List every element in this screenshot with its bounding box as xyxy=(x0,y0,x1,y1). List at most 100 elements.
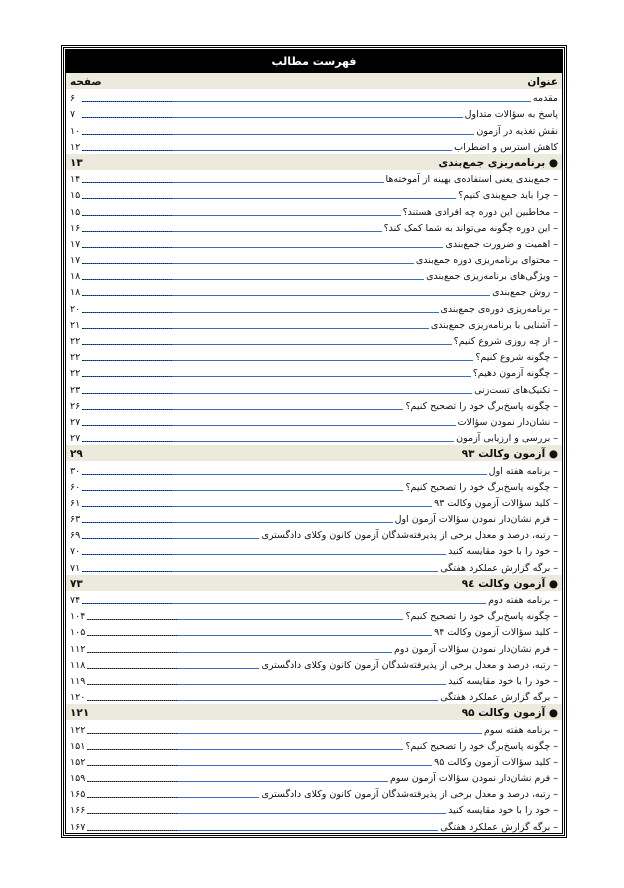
toc-entry-row[interactable]: – رتبه، درصد و معدل برخی از پذیرفته‌شدگا… xyxy=(66,656,562,672)
toc-entry-row[interactable]: – اهمیت و ضرورت جمع‌بندی ۱۷ xyxy=(66,235,562,251)
entry-page-number: ۱۷ xyxy=(70,238,81,250)
toc-entry-row[interactable]: – برنامه هفته دوم ۷۴ xyxy=(66,591,562,607)
dot-leader xyxy=(82,360,474,362)
toc-frame: فهرست مطالب عنوان صفحه مقدمه ۶ پاسخ به سؤا… xyxy=(61,45,567,838)
entry-page-number: ۱۱۹ xyxy=(70,675,86,687)
entry-page-number: ۶۰ xyxy=(70,481,81,493)
entry-title: – برگه گزارش عملکرد هفتگی xyxy=(440,562,558,574)
toc-entry-row[interactable]: – بررسی و ارزیابی آزمون ۲۷ xyxy=(66,429,562,445)
toc-entry-row[interactable]: – چگونه آزمون دهیم؟ ۲۲ xyxy=(66,364,562,380)
entry-title: نقش تغذیه در آزمون xyxy=(476,125,558,137)
entry-title: – تکنیک‌های تست‌زنی xyxy=(474,384,558,396)
entry-title: پاسخ به سؤالات متداول xyxy=(464,109,558,121)
entry-page-number: ۷ xyxy=(70,109,76,121)
toc-entry-row[interactable]: – از چه روزی شروع کنیم؟ ۲۲ xyxy=(66,332,562,348)
toc-section-row[interactable]: ● برنامه‌ریزی جمع‌بندی ۱۳ xyxy=(66,153,562,170)
toc-entry-row[interactable]: – خود را با خود مقایسه کنید ۷۰ xyxy=(66,542,562,558)
toc-entry-row[interactable]: – رتبه، درصد و معدل برخی از پذیرفته‌شدگا… xyxy=(66,526,562,542)
toc-entry-row[interactable]: – آشنایی با برنامه‌ریزی جمع‌بندی ۲۱ xyxy=(66,316,562,332)
dot-leader xyxy=(82,570,439,572)
toc-section-row[interactable]: ● آزمون وکالت ۹۳ ۲۹ xyxy=(66,445,562,462)
dot-leader xyxy=(87,781,388,783)
toc-entry-row[interactable]: – مخاطبین این دوره چه افرادی هستند؟ ۱۵ xyxy=(66,202,562,218)
toc-section-row[interactable]: ● آزمون وکالت ۹٤ ۷۳ xyxy=(66,574,562,591)
entry-title: – ویژگی‌های برنامه‌ریزی جمع‌بندی xyxy=(426,271,558,283)
dot-leader xyxy=(87,732,483,734)
entry-page-number: ۱۵۲ xyxy=(70,756,86,768)
entry-title: – چگونه شروع کنیم؟ xyxy=(475,352,558,364)
dot-leader xyxy=(82,505,433,507)
toc-entry-row[interactable]: مقدمه ۶ xyxy=(66,89,562,105)
entry-page-number: ۶۳ xyxy=(70,514,81,526)
entry-title: – خود را با خود مقایسه کنید xyxy=(448,546,558,558)
entry-title: – جمع‌بندی یعنی استفاده‌ی بهینه از آموخت… xyxy=(385,174,559,186)
toc-entry-row[interactable]: – برنامه‌ریزی دوره‌ی جمع‌بندی ۲۰ xyxy=(66,299,562,315)
entry-page-number: ۱۵۹ xyxy=(70,773,86,785)
dot-leader xyxy=(87,667,260,669)
dot-leader xyxy=(82,408,404,410)
dot-leader xyxy=(82,279,425,281)
dot-leader xyxy=(82,149,453,151)
toc-entry-row[interactable]: – برنامه هفته اول ۳۰ xyxy=(66,461,562,477)
toc-entry-row[interactable]: کاهش استرس و اضطراب ۱۲ xyxy=(66,138,562,154)
dot-leader xyxy=(87,813,447,815)
entry-title: – چگونه پاسخ‌برگ خود را تصحیح کنیم؟ xyxy=(405,611,558,623)
toc-entry-row[interactable]: – محتوای برنامه‌ریزی دوره جمع‌بندی ۱۷ xyxy=(66,251,562,267)
entry-title: – فرم نشان‌دار نمودن سؤالات آزمون دوم xyxy=(393,643,558,655)
entry-title: – برنامه هفته سوم xyxy=(484,724,558,736)
entry-page-number: ۳۰ xyxy=(70,465,81,477)
entry-title: – آشنایی با برنامه‌ریزی جمع‌بندی xyxy=(430,319,558,331)
entry-title: – چگونه پاسخ‌برگ خود را تصحیح کنیم؟ xyxy=(405,400,558,412)
toc-entry-row[interactable]: – برگه گزارش عملکرد هفتگی ۱۶۷ xyxy=(66,817,562,833)
entry-title: – کلید سؤالات آزمون وکالت ۹۴ xyxy=(434,627,558,639)
toc-entry-row[interactable]: – فرم نشان‌دار نمودن سؤالات آزمون سوم ۱۵۹ xyxy=(66,769,562,785)
dot-leader xyxy=(82,376,471,378)
toc-entry-row[interactable]: – روش جمع‌بندی ۱۸ xyxy=(66,283,562,299)
toc-entry-row[interactable]: – برگه گزارش عملکرد هفتگی ۷۱ xyxy=(66,558,562,574)
toc-section-row[interactable]: ● آزمون وکالت ۹۵ ۱۲۱ xyxy=(66,704,562,721)
table-of-contents: فهرست مطالب عنوان صفحه مقدمه ۶ پاسخ به سؤا… xyxy=(65,49,563,834)
entry-page-number: ۱۶۵ xyxy=(70,789,86,801)
dot-leader xyxy=(82,603,487,604)
toc-entry-row[interactable]: – تکنیک‌های تست‌زنی ۲۳ xyxy=(66,380,562,396)
toc-entry-row[interactable]: – چگونه پاسخ‌برگ خود را تصحیح کنیم؟ ۱۰۴ xyxy=(66,607,562,623)
entry-page-number: ۲۶ xyxy=(70,400,81,412)
dot-leader xyxy=(87,797,260,799)
entry-page-number: ۲۷ xyxy=(70,416,81,428)
page-column-header: صفحه xyxy=(70,76,102,88)
dot-leader xyxy=(82,311,439,313)
entry-title: – رتبه، درصد و معدل برخی از پذیرفته‌شدگا… xyxy=(261,659,558,671)
toc-entry-row[interactable]: پاسخ به سؤالات متداول ۷ xyxy=(66,105,562,121)
toc-entry-row[interactable]: – چرا باید جمع‌بندی کنیم؟ ۱۵ xyxy=(66,186,562,202)
toc-entry-row[interactable]: – ویژگی‌های برنامه‌ریزی جمع‌بندی ۱۸ xyxy=(66,267,562,283)
toc-entry-row[interactable]: نقش تغذیه در آزمون ۱۰ xyxy=(66,121,562,137)
dot-leader xyxy=(82,522,393,524)
toc-entry-row[interactable]: – چگونه پاسخ‌برگ خود را تصحیح کنیم؟ ۲۶ xyxy=(66,397,562,413)
entry-page-number: ۱۷ xyxy=(70,255,81,267)
toc-entry-row[interactable]: – رتبه، درصد و معدل برخی از پذیرفته‌شدگا… xyxy=(66,785,562,801)
entry-title: – چگونه آزمون دهیم؟ xyxy=(472,368,558,380)
toc-entry-row[interactable]: – جمع‌بندی یعنی استفاده‌ی بهینه از آموخت… xyxy=(66,170,562,186)
entry-page-number: ۱۶۷ xyxy=(70,821,86,833)
toc-entry-row[interactable]: – برنامه هفته سوم ۱۲۲ xyxy=(66,720,562,736)
toc-entry-row[interactable]: – خود را با خود مقایسه کنید ۱۱۹ xyxy=(66,672,562,688)
toc-entry-row[interactable]: – چگونه شروع کنیم؟ ۲۲ xyxy=(66,348,562,364)
toc-entry-row[interactable]: – چگونه پاسخ‌برگ خود را تصحیح کنیم؟ ۱۵۱ xyxy=(66,737,562,753)
entry-page-number: ۱۵۱ xyxy=(70,740,86,752)
entry-title: ● آزمون وکالت ۹۵ xyxy=(461,707,558,720)
entry-page-number: ۲۲ xyxy=(70,352,81,364)
toc-entry-row[interactable]: – این دوره چگونه می‌تواند به شما کمک کند… xyxy=(66,219,562,235)
dot-leader xyxy=(82,344,452,345)
toc-entry-row[interactable]: – خود را با خود مقایسه کنید ۱۶۶ xyxy=(66,801,562,817)
toc-entry-row[interactable]: – کلید سؤالات آزمون وکالت ۹۳ ۶۱ xyxy=(66,494,562,510)
entry-title: – رتبه، درصد و معدل برخی از پذیرفته‌شدگا… xyxy=(261,789,558,801)
toc-entry-row[interactable]: – چگونه پاسخ‌برگ خود را تصحیح کنیم؟ ۶۰ xyxy=(66,478,562,494)
toc-entry-row[interactable]: – فرم نشان‌دار نمودن سؤالات آزمون اول ۶۳ xyxy=(66,510,562,526)
toc-entry-row[interactable]: – فرم نشان‌دار نمودن سؤالات آزمون دوم ۱۱۲ xyxy=(66,639,562,655)
toc-entry-row[interactable]: – نشان‌دار نمودن سؤالات ۲۷ xyxy=(66,413,562,429)
dot-leader xyxy=(87,700,439,702)
toc-entry-row[interactable]: – برگه گزارش عملکرد هفتگی ۱۲۰ xyxy=(66,688,562,704)
toc-entry-row[interactable]: – کلید سؤالات آزمون وکالت ۹۵ ۱۵۲ xyxy=(66,753,562,769)
dot-leader xyxy=(87,651,392,653)
toc-entry-row[interactable]: – کلید سؤالات آزمون وکالت ۹۴ ۱۰۵ xyxy=(66,623,562,639)
